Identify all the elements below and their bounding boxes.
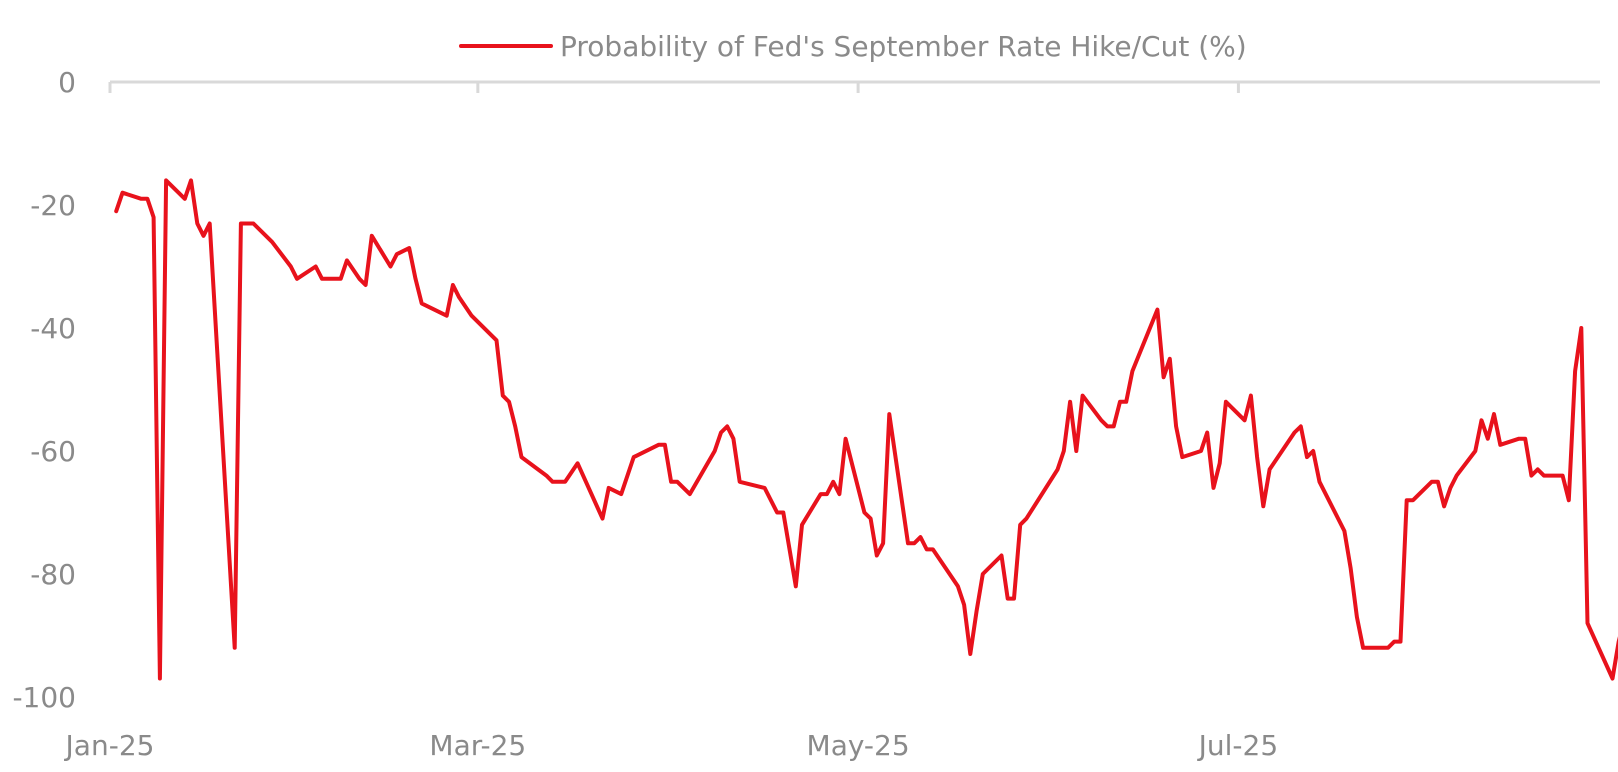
y-tick-label: -100 xyxy=(12,681,76,714)
y-tick-label: -80 xyxy=(30,558,76,591)
y-tick-label: 0 xyxy=(58,66,76,99)
y-tick-label: -40 xyxy=(30,312,76,345)
x-tick-label: Jul-25 xyxy=(1197,729,1279,762)
x-axis-tick-labels: Jan-25 Mar-25 May-25 Jul-25 xyxy=(64,729,1279,762)
chart-series xyxy=(114,178,1618,681)
y-tick-label: -20 xyxy=(30,189,76,222)
series-line xyxy=(114,178,1618,681)
y-axis-tick-labels: 0 -20 -40 -60 -80 -100 xyxy=(12,66,76,714)
x-tick-label: May-25 xyxy=(807,729,910,762)
legend-label: Probability of Fed's September Rate Hike… xyxy=(560,30,1247,63)
y-tick-label: -60 xyxy=(30,435,76,468)
x-tick-label: Jan-25 xyxy=(64,729,155,762)
chart-axes xyxy=(108,80,1600,93)
chart-legend: Probability of Fed's September Rate Hike… xyxy=(459,30,1247,63)
x-tick-label: Mar-25 xyxy=(429,729,526,762)
